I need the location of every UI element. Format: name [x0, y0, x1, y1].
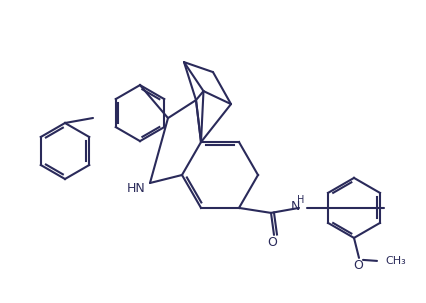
- Text: N: N: [290, 200, 299, 213]
- Text: CH₃: CH₃: [384, 256, 405, 266]
- Text: O: O: [266, 236, 276, 249]
- Text: HN: HN: [127, 182, 145, 195]
- Text: H: H: [296, 195, 304, 205]
- Text: O: O: [352, 259, 362, 272]
